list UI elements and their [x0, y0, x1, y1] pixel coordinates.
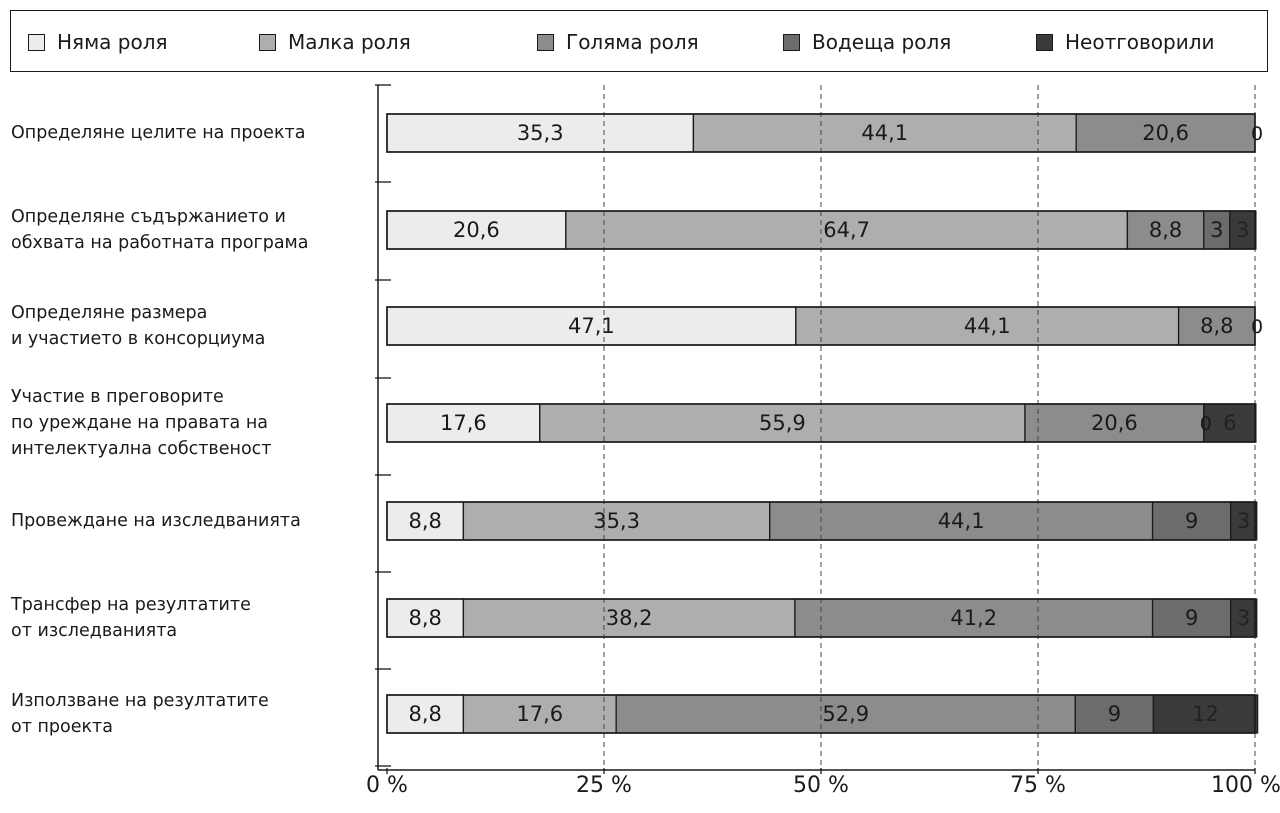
category-label-line: Определяне съдържанието и [11, 207, 286, 227]
legend-item: Водеща роля [783, 29, 951, 55]
x-tick-label: 0 % [366, 773, 408, 798]
category-label-line: интелектуална собственост [11, 439, 272, 459]
bar-value-label: 0 [1251, 316, 1263, 338]
category-label-line: обхвата на работната програма [11, 233, 309, 253]
bar-value-label: 8,8 [408, 606, 441, 630]
category-label-line: Трансфер на резултатите [11, 595, 251, 615]
bar-value-label: 3 [1237, 509, 1250, 533]
x-tick-label: 25 % [576, 773, 632, 798]
legend-swatch [537, 33, 554, 51]
category-label-line: от проекта [11, 717, 113, 737]
x-tick-label: 50 % [793, 773, 849, 798]
bar-outline [386, 210, 1256, 250]
bar-value-label: 17,6 [516, 702, 563, 726]
legend-item: Малка роля [259, 29, 411, 55]
bar-value-label: 3 [1236, 218, 1249, 242]
category-label: Използване на резултатите от проекта [11, 688, 381, 740]
bar-segment [1126, 210, 1205, 250]
bar-value-label: 8,8 [408, 702, 441, 726]
bar-value-label: 35,3 [593, 509, 640, 533]
x-tick-label: 75 % [1010, 773, 1066, 798]
legend-item: Голяма роля [537, 29, 699, 55]
category-label-line: Провеждане на изследванията [11, 511, 301, 531]
category-label-line: Определяне размера [11, 303, 208, 323]
legend-label: Неотговорили [1065, 30, 1215, 54]
bar-value-label: 47,1 [568, 314, 615, 338]
legend-swatch [28, 33, 45, 51]
bar-segment [769, 501, 1154, 541]
bar-value-label: 20,6 [1091, 411, 1138, 435]
bar-outline [386, 694, 1256, 734]
bar-segment [1203, 403, 1257, 443]
bar-outline [386, 113, 1256, 153]
bar-segment [1024, 403, 1205, 443]
bar-outline [386, 306, 1256, 346]
bar-value-label: 12 [1192, 702, 1219, 726]
category-label: Провеждане на изследванията [11, 508, 381, 534]
bar-segment [692, 113, 1077, 153]
category-label: Определяне съдържанието и обхвата на рабо… [11, 204, 381, 256]
category-label-line: Използване на резултатите [11, 691, 269, 711]
legend-label: Водеща роля [812, 30, 952, 54]
bar-value-label: 44,1 [964, 314, 1011, 338]
bar-value-label: 0 [1251, 123, 1263, 145]
bar-value-label: 38,2 [606, 606, 653, 630]
bar-segment [1152, 694, 1259, 734]
bar-value-label: 9 [1185, 606, 1198, 630]
category-label: Определяне целите на проекта [11, 120, 381, 146]
bar-segment [1075, 113, 1256, 153]
category-label-line: от изследванията [11, 621, 178, 641]
x-tick-label: 100 % [1211, 773, 1280, 798]
bar-value-label: 3 [1210, 218, 1223, 242]
bar-value-label: 64,7 [823, 218, 870, 242]
bar-value-label: 20,6 [1142, 121, 1189, 145]
bar-value-label: 6 [1223, 411, 1236, 435]
legend-item: Няма роля [28, 29, 168, 55]
legend-swatch [259, 33, 276, 51]
bar-value-label: 8,8 [1200, 314, 1233, 338]
bar-value-label: 44,1 [861, 121, 908, 145]
bar-segment [386, 501, 465, 541]
legend-label: Няма роля [57, 30, 168, 54]
legend-label: Голяма роля [566, 30, 699, 54]
category-label-line: по уреждане на правата на [11, 413, 268, 433]
legend-swatch [1036, 33, 1053, 51]
bar-value-label: 9 [1108, 702, 1121, 726]
bar-value-label: 20,6 [453, 218, 500, 242]
bar-value-label: 35,3 [517, 121, 564, 145]
bar-value-label: 0 [1200, 413, 1212, 435]
category-label-line: Участие в преговорите [11, 387, 224, 407]
bar-value-label: 3 [1237, 606, 1250, 630]
category-label-line: и участието в консорциума [11, 329, 266, 349]
bar-segment [462, 501, 771, 541]
category-label: Трансфер на резултатите от изследванията [11, 592, 381, 644]
bar-value-label: 55,9 [759, 411, 806, 435]
bar-value-label: 8,8 [1149, 218, 1182, 242]
legend-swatch [783, 33, 800, 51]
bar-value-label: 8,8 [408, 509, 441, 533]
bar-outline [386, 501, 1256, 541]
bar-value-label: 41,2 [950, 606, 997, 630]
category-label: Участие в преговорите по уреждане на прав… [11, 384, 381, 462]
legend-label: Малка роля [288, 30, 411, 54]
bar-outline [386, 403, 1256, 443]
bar-outline [386, 598, 1256, 638]
category-label-line: Определяне целите на проекта [11, 123, 306, 143]
legend-item: Неотговорили [1036, 29, 1214, 55]
chart-legend: Няма роля Малка роля Голяма роля Водеща рол… [10, 10, 1268, 72]
bar-value-label: 52,9 [822, 702, 869, 726]
bar-value-label: 17,6 [440, 411, 487, 435]
category-label: Определяне размера и участието в консорци… [11, 300, 381, 352]
bar-value-label: 44,1 [938, 509, 985, 533]
bar-value-label: 9 [1185, 509, 1198, 533]
